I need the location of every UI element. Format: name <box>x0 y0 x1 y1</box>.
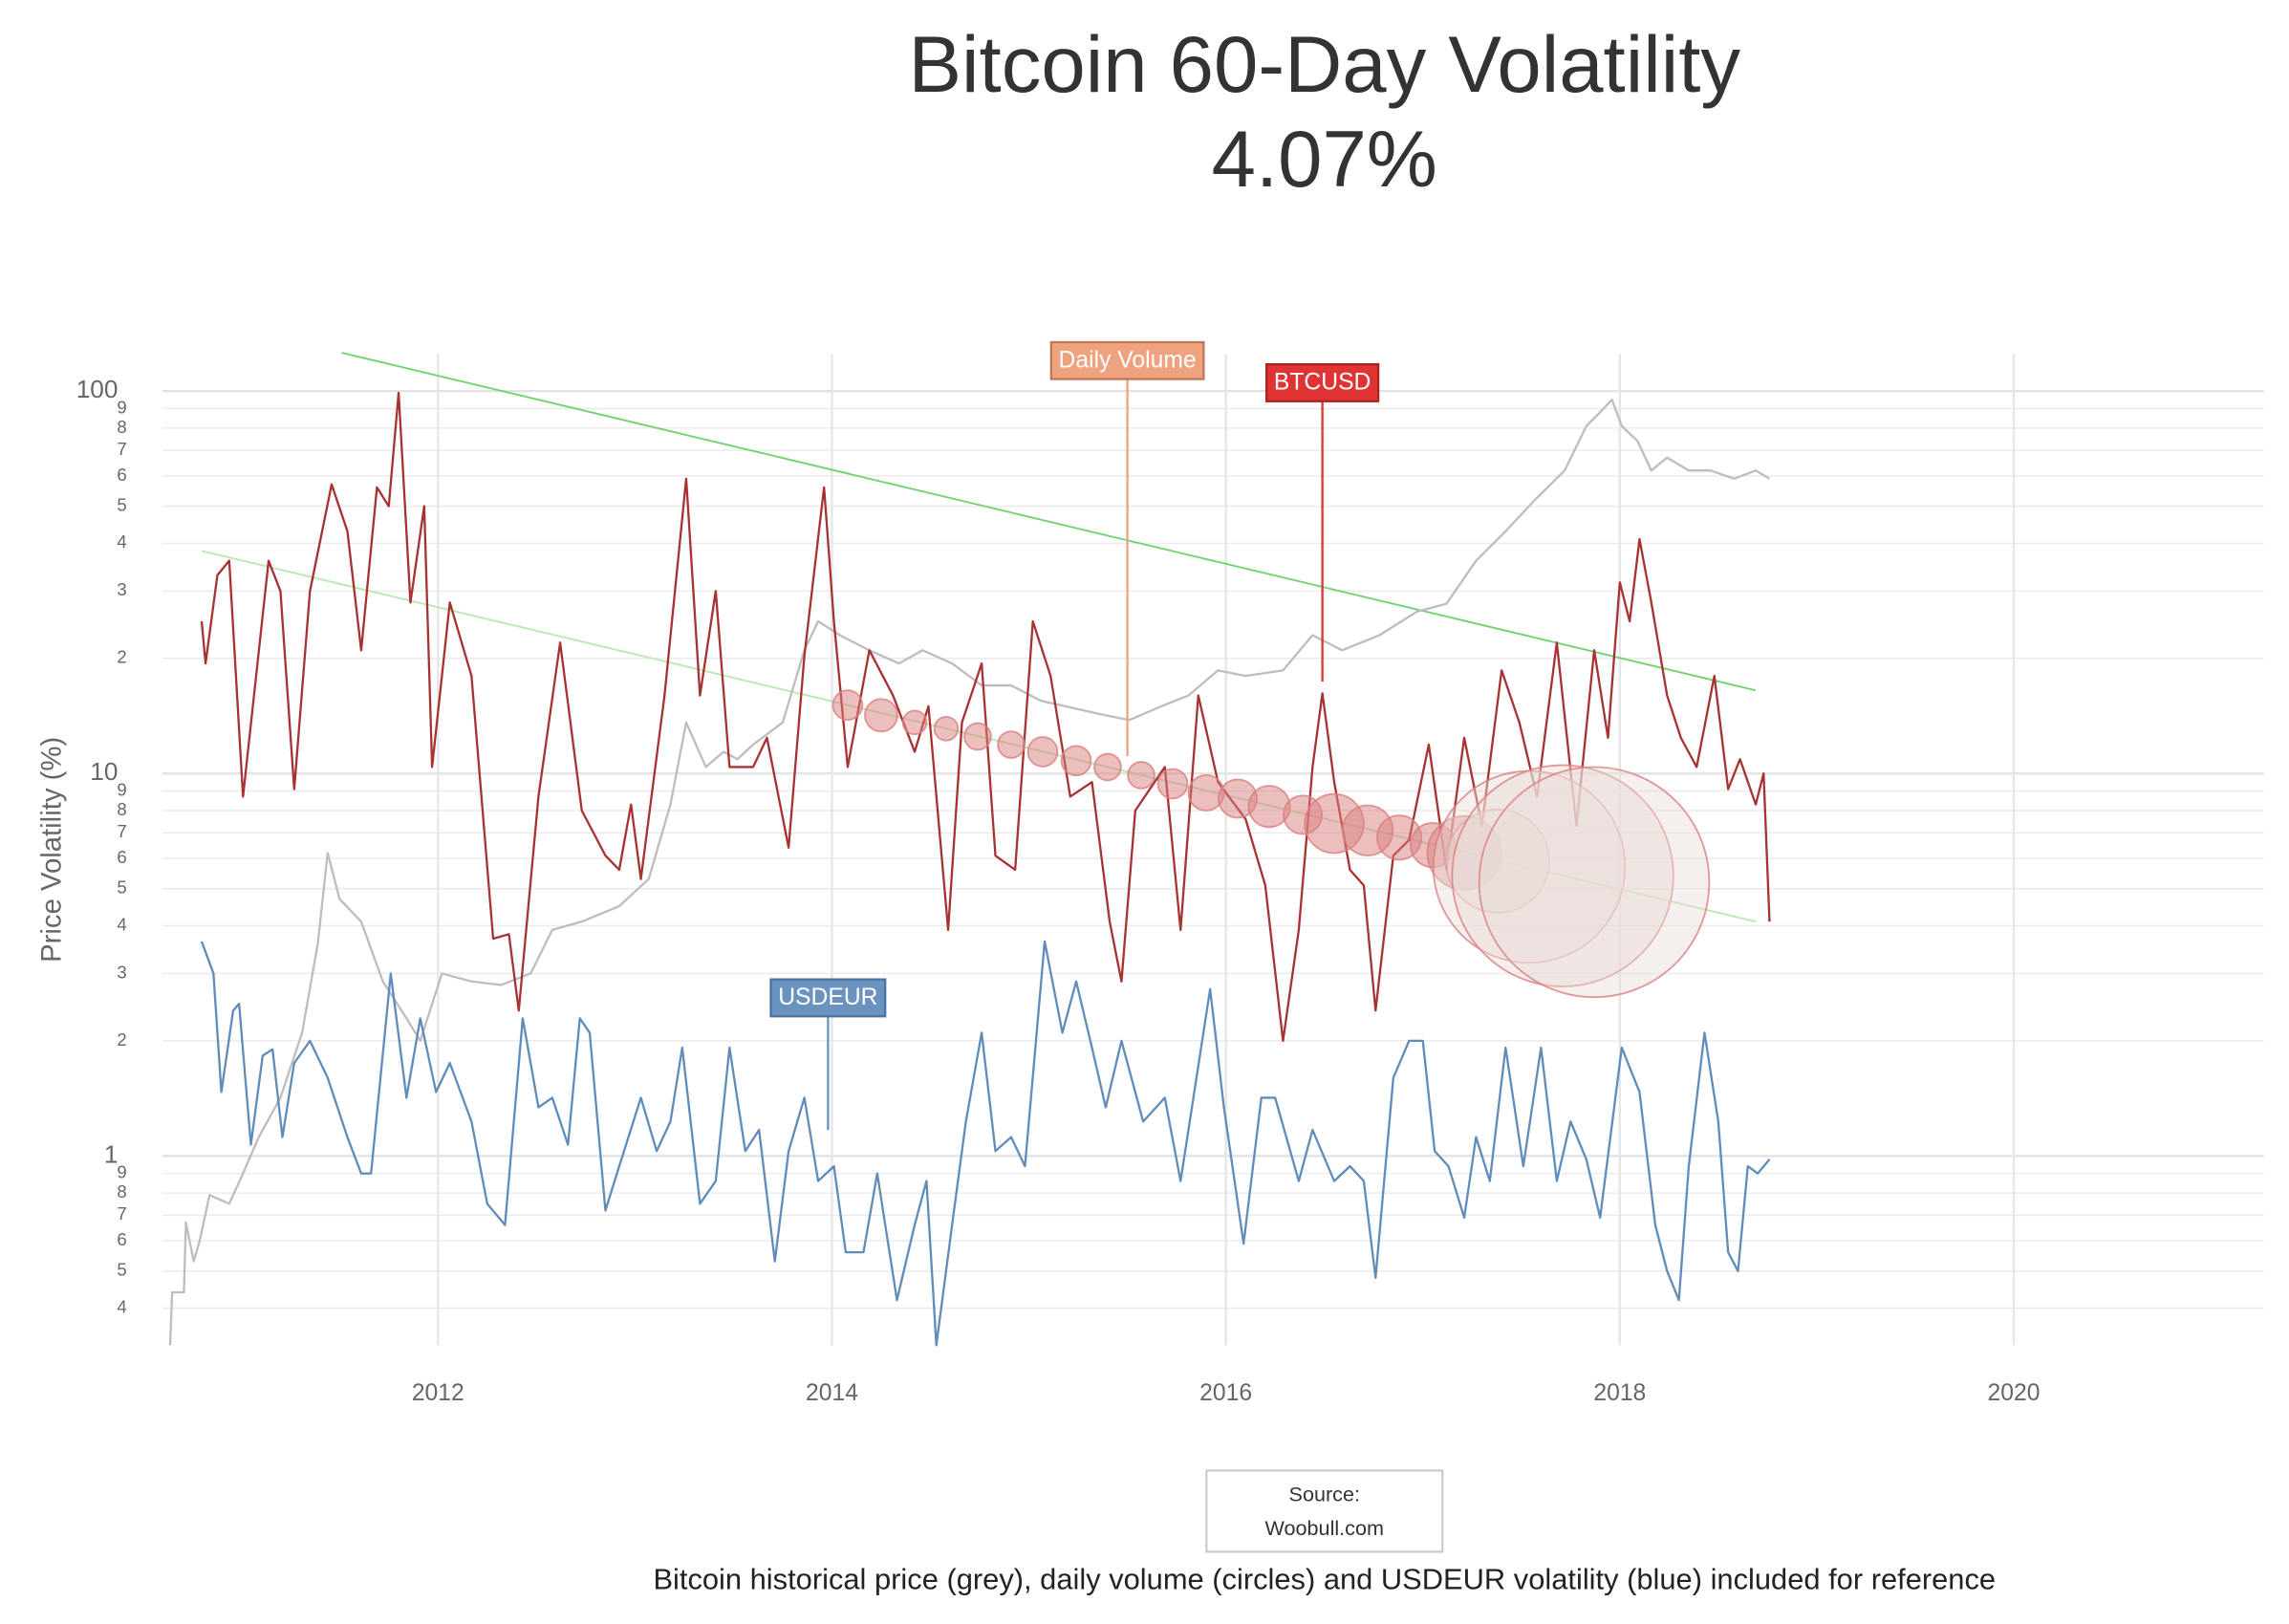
x-tick-label: 2018 <box>1593 1380 1646 1406</box>
y-tick-label: 4 <box>117 1296 126 1316</box>
x-tick-label: 2016 <box>1199 1380 1252 1406</box>
y-tick-label: 3 <box>117 962 126 982</box>
y-tick-label: 10 <box>90 757 118 786</box>
chart-subtitle: 4.07% <box>1212 115 1437 204</box>
series-line <box>200 391 1771 1043</box>
y-tick-label: 7 <box>117 1203 126 1223</box>
chart-title: Bitcoin 60-Day Volatility <box>908 20 1740 109</box>
volume-bubble <box>997 730 1026 759</box>
volume-bubble <box>831 689 864 721</box>
trend-line <box>341 352 1757 692</box>
annotation: Daily Volume <box>1049 340 1205 757</box>
source-text: Woobull.com <box>1265 1516 1384 1540</box>
volume-bubble <box>933 716 960 742</box>
y-tick-label: 100 <box>76 375 119 403</box>
x-tick-label: 2014 <box>806 1380 858 1406</box>
annotation-label: Daily Volume <box>1059 348 1197 374</box>
caption: Bitcoin historical price (grey), daily v… <box>653 1562 1996 1595</box>
x-tick-label: 2012 <box>412 1380 464 1406</box>
volume-bubble <box>1156 768 1189 800</box>
volume-bubble <box>1426 814 1502 891</box>
y-tick-label: 5 <box>117 1260 126 1280</box>
annotation-label: BTCUSD <box>1274 370 1371 396</box>
y-tick-label: 6 <box>117 1229 126 1249</box>
annotation-box <box>769 978 887 1018</box>
series-line <box>200 940 1771 1347</box>
y-tick-label: 8 <box>117 1181 126 1202</box>
volume-bubble <box>1060 745 1092 777</box>
annotation-box <box>1049 340 1205 380</box>
volume-bubble <box>963 722 992 751</box>
y-tick-label: 9 <box>117 1162 126 1182</box>
y-tick-label: 7 <box>117 439 126 459</box>
y-tick-label: 2 <box>117 647 126 667</box>
y-tick-label: 7 <box>117 821 126 841</box>
y-tick-label: 4 <box>117 531 126 552</box>
annotation-label: USDEUR <box>778 985 877 1010</box>
source-text: Source: <box>1289 1482 1360 1505</box>
y-tick-label: 8 <box>117 799 126 819</box>
y-axis-label: Price Volatility (%) <box>35 737 67 963</box>
y-tick-label: 9 <box>117 779 126 799</box>
volume-bubble <box>1026 736 1059 768</box>
annotation: USDEUR <box>769 978 887 1131</box>
volume-bubble <box>1478 766 1711 999</box>
y-tick-label: 3 <box>117 579 126 599</box>
y-tick-label: 5 <box>117 877 126 898</box>
y-tick-label: 6 <box>117 465 126 485</box>
x-tick-label: 2020 <box>1988 1380 2041 1406</box>
y-tick-label: 5 <box>117 494 126 514</box>
y-tick-label: 4 <box>117 914 126 934</box>
y-tick-label: 9 <box>117 397 126 417</box>
volume-bubble <box>1451 764 1674 987</box>
volume-bubble <box>1445 808 1550 914</box>
volume-bubble <box>1127 761 1155 790</box>
y-tick-label: 6 <box>117 847 126 867</box>
y-tick-label: 8 <box>117 417 126 437</box>
source-box <box>1205 1469 1444 1553</box>
volume-bubble <box>864 698 898 733</box>
y-tick-label: 2 <box>117 1029 126 1050</box>
volume-bubble <box>901 709 928 736</box>
annotation-box <box>1265 362 1380 402</box>
series-line <box>168 398 1771 1346</box>
annotation: BTCUSD <box>1265 362 1380 682</box>
y-tick-label: 1 <box>104 1139 119 1168</box>
volume-bubble <box>1093 752 1122 782</box>
